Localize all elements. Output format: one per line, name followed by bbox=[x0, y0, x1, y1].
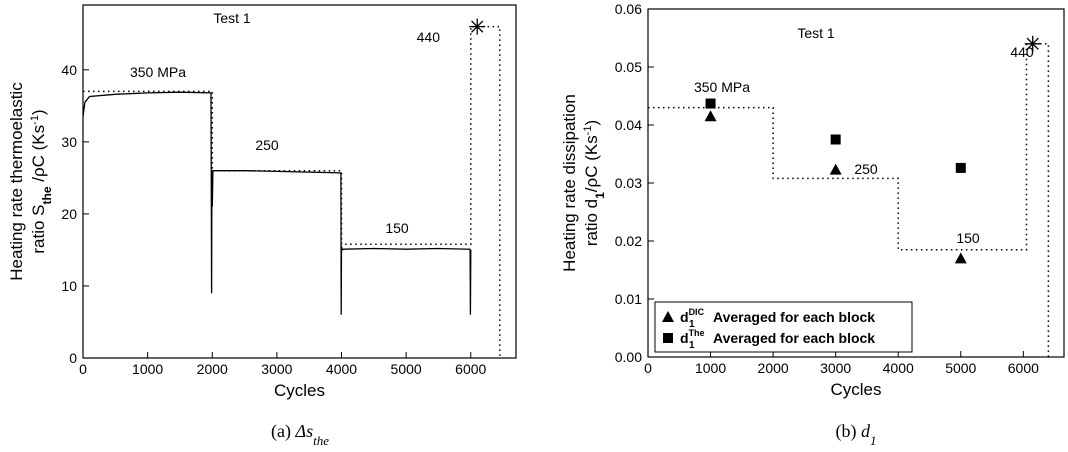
y-tick-label: 20 bbox=[61, 206, 77, 222]
triangle-marker bbox=[954, 252, 967, 264]
legend-part: d bbox=[680, 309, 689, 325]
y-tick-label: 0.03 bbox=[615, 175, 642, 191]
caption-part: the bbox=[313, 433, 329, 448]
x-tick-label: 4000 bbox=[883, 360, 914, 376]
legend-part: 1 bbox=[689, 340, 695, 351]
x-tick-label: 2000 bbox=[758, 360, 789, 376]
y-axis-title-part: ) bbox=[582, 120, 601, 126]
chart: 0 1000 2000 3000 4000 5000 6000 0.00 0.01 0.02 0.0… bbox=[560, 1, 1065, 448]
x-tick-label: 6000 bbox=[455, 361, 486, 377]
legend-part: Averaged for each block bbox=[713, 330, 875, 346]
y-axis-title-part: /ρC (Ks bbox=[29, 125, 48, 187]
y-tick-label: 10 bbox=[61, 278, 77, 294]
triangle-marker bbox=[829, 163, 842, 175]
y-tick-label: 0.06 bbox=[615, 1, 642, 17]
x-tick-label: 5000 bbox=[391, 361, 422, 377]
legend-part: 1 bbox=[689, 319, 695, 330]
x-tick-label: 1000 bbox=[695, 360, 726, 376]
y-axis-title-part: ratio d bbox=[582, 199, 601, 246]
y-axis-title-part: -1 bbox=[582, 126, 594, 136]
x-tick-label: 6000 bbox=[1008, 360, 1039, 376]
caption-part: 1 bbox=[870, 433, 877, 448]
caption-part: (b) bbox=[836, 421, 862, 442]
legend-marker bbox=[662, 311, 674, 322]
legend-part: Averaged for each block bbox=[713, 309, 875, 325]
x-tick-label: 3000 bbox=[261, 361, 292, 377]
data-line bbox=[83, 25, 501, 358]
x-tick-label: 0 bbox=[644, 360, 652, 376]
annotation: 350 MPa bbox=[130, 64, 186, 80]
y-tick-label: 0.05 bbox=[615, 59, 642, 75]
y-axis-title: Heating rate thermoelastic bbox=[7, 82, 26, 281]
annotation: 250 bbox=[854, 161, 878, 177]
annotation: 150 bbox=[956, 230, 980, 246]
x-tick-label: 2000 bbox=[197, 361, 228, 377]
caption-part: Δs bbox=[295, 421, 314, 441]
x-axis-title: Cycles bbox=[830, 380, 881, 399]
chart: 0 1000 2000 3000 4000 5000 6000 0 10 20 30 40 Cycles… bbox=[7, 4, 517, 448]
caption-part: (a) bbox=[271, 421, 295, 442]
square-marker bbox=[705, 98, 716, 109]
y-axis-title-part: ratio S bbox=[29, 204, 48, 253]
y-tick-label: 0.00 bbox=[615, 349, 642, 365]
y-axis-title: ratio Sthe /ρC (Ks-1) bbox=[29, 109, 54, 253]
y-axis-title-part: 1 bbox=[593, 192, 607, 199]
x-tick-label: 1000 bbox=[132, 361, 163, 377]
star-marker bbox=[1024, 35, 1041, 52]
x-axis-title: Cycles bbox=[274, 381, 325, 400]
star-marker bbox=[469, 18, 486, 35]
triangle-marker bbox=[704, 110, 717, 122]
legend-label: dThe 1 Averaged for each block bbox=[680, 328, 875, 351]
y-tick-label: 40 bbox=[61, 62, 77, 78]
x-tick-label: 5000 bbox=[945, 360, 976, 376]
legend-part: d bbox=[680, 330, 689, 346]
y-tick-label: 30 bbox=[61, 134, 77, 150]
annotation: 440 bbox=[417, 29, 441, 45]
annotation: 250 bbox=[255, 137, 279, 153]
annotation: 350 MPa bbox=[694, 79, 750, 95]
square-marker bbox=[830, 134, 841, 145]
y-axis-title-part: -1 bbox=[29, 115, 41, 125]
plot-frame bbox=[82, 4, 517, 359]
star-stroke bbox=[471, 20, 484, 33]
y-axis-title-part: /ρC (Ks bbox=[582, 135, 601, 192]
y-tick-label: 0.04 bbox=[615, 117, 642, 133]
y-axis-title-part: ) bbox=[29, 109, 48, 115]
legend-box bbox=[654, 301, 913, 353]
x-tick-label: 0 bbox=[79, 361, 87, 377]
annotation: Test 1 bbox=[213, 10, 251, 26]
square-marker bbox=[955, 162, 966, 173]
caption-part: d bbox=[861, 421, 871, 441]
star-stroke bbox=[1026, 37, 1039, 50]
y-tick-label: 0.02 bbox=[615, 233, 642, 249]
y-tick-label: 0.01 bbox=[615, 291, 642, 307]
caption: (b) d1 bbox=[836, 421, 877, 448]
data-line bbox=[648, 43, 1050, 357]
y-axis-title-part: the bbox=[40, 186, 54, 204]
legend-part: DIC bbox=[689, 307, 705, 317]
annotation: Test 1 bbox=[797, 25, 835, 41]
x-tick-label: 3000 bbox=[820, 360, 851, 376]
legend-part: The bbox=[689, 328, 705, 338]
x-tick-label: 4000 bbox=[326, 361, 357, 377]
caption: (a) Δsthe bbox=[271, 421, 329, 448]
y-axis-title: Heating rate dissipation bbox=[560, 94, 579, 272]
legend-marker bbox=[663, 333, 673, 343]
y-axis-title: ratio d1/ρC (Ks-1) bbox=[582, 120, 607, 246]
data-line bbox=[82, 91, 472, 315]
annotation: 150 bbox=[385, 220, 409, 236]
legend-label: dDIC 1 Averaged for each block bbox=[680, 307, 875, 330]
y-tick-label: 0 bbox=[69, 350, 77, 366]
